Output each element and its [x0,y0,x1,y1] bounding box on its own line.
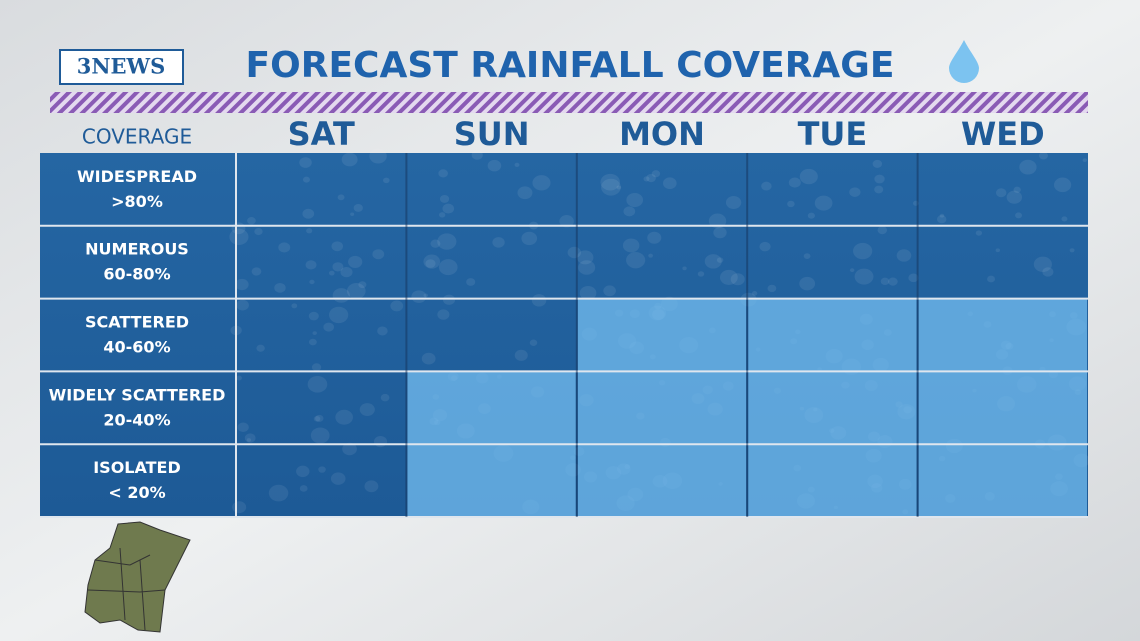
x-tick-label: WED [961,115,1045,153]
divider [50,92,1088,113]
region-borders [87,547,166,631]
chart-title: FORECAST RAINFALL COVERAGE [246,45,895,86]
x-tick-label: TUE [798,115,868,153]
band-range: 20-40% [103,410,170,429]
bar [577,298,747,517]
plot: SAT SUN MON TUE WED WIDESPREAD >80% NUMEROUS 60-… [40,115,1088,518]
bar [748,298,917,517]
x-tick-label: SAT [288,115,355,153]
band-range: 40-60% [103,338,170,357]
region-map [84,521,191,633]
x-tick-label: SUN [454,115,530,153]
x-tick-label: MON [619,115,705,153]
band-name: WIDELY SCATTERED [49,385,226,404]
band-range: < 20% [108,483,165,502]
band-name: NUMEROUS [85,240,189,259]
band-name: WIDESPREAD [77,167,197,186]
band-name: SCATTERED [85,313,189,332]
logo: 3NEWS [77,54,166,79]
y-axis-label: COVERAGE [82,125,192,149]
band-name: ISOLATED [93,458,181,477]
logo-box [59,49,184,85]
band-range: 60-80% [103,265,170,284]
droplet-icon [949,40,979,83]
bar [918,298,1087,517]
band-range: >80% [111,192,163,211]
